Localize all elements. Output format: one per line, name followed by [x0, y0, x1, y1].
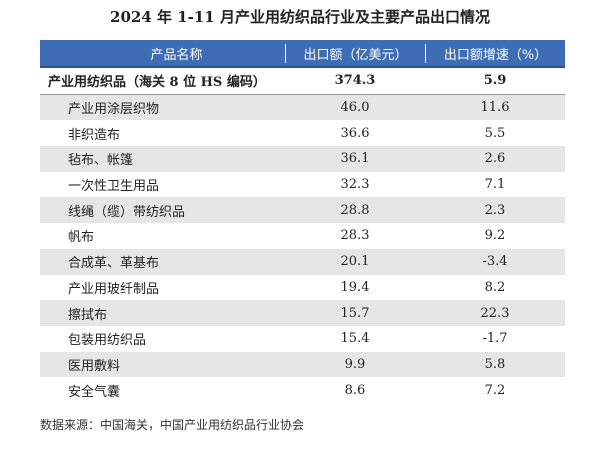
table-row: 帆布 28.3 9.2	[40, 223, 565, 249]
table-cell: 32.3	[340, 177, 370, 193]
table-cell: 帆布	[68, 230, 95, 246]
table-cell: -1.7	[482, 331, 508, 347]
table-cell: 46.0	[340, 100, 370, 116]
table-cell: 产业用涂层织物	[68, 102, 160, 118]
table-row: 合成革、革基布 20.1 -3.4	[40, 248, 565, 275]
column-header: 出口额增速（%）	[425, 43, 565, 63]
table-cell: 8.2	[484, 279, 506, 295]
table-cell: 产业用玻纤制品	[68, 281, 160, 297]
table-cell: 擦拭布	[68, 307, 108, 323]
table-cell: 2.3	[484, 202, 506, 218]
table-cell: 20.1	[340, 254, 370, 270]
table-cell: 一次性卫生用品	[68, 179, 160, 195]
table-cell: 2.6	[484, 151, 506, 167]
table-row: 擦拭布 15.7 22.3	[40, 300, 565, 326]
table-cell: 包装用纺织品	[68, 333, 147, 349]
table-cell: 7.1	[484, 177, 506, 193]
table-cell: 374.3	[334, 73, 376, 89]
table-row: 产业用纺织品（海关 8 位 HS 编码） 374.3 5.9	[40, 68, 565, 95]
table: 产品名称 出口额（亿美元） 出口额增速（%） 产业用纺织品（海关 8 位 HS 编码）…	[40, 40, 565, 403]
table-row: 非织造布 36.6 5.5	[40, 120, 565, 146]
table-cell: 19.4	[340, 279, 370, 295]
title: 2024 年 1-11 月产业用纺织品行业及主要产品出口情况	[110, 8, 490, 26]
table-cell: 15.7	[340, 305, 370, 321]
table-cell: 非织造布	[68, 127, 121, 143]
table-cell: -3.4	[482, 254, 508, 270]
table-row: 产业用玻纤制品 19.4 8.2	[40, 275, 565, 301]
table-row: 产业用涂层织物 46.0 11.6	[40, 94, 565, 121]
header-row: 产品名称 出口额（亿美元） 出口额增速（%）	[40, 40, 565, 68]
table-row: 毡布、帐篷 36.1 2.6	[40, 146, 565, 172]
source-note: 数据来源：中国海关，中国产业用纺织品行业协会	[40, 418, 305, 432]
table-cell: 线绳（缆）带纺织品	[68, 204, 186, 220]
table-cell: 28.8	[340, 202, 370, 218]
table-cell: 毡布、帐篷	[68, 153, 134, 169]
table-cell: 医用敷料	[68, 358, 121, 374]
table-cell: 5.5	[484, 125, 506, 141]
table-row: 线绳（缆）带纺织品 28.8 2.3	[40, 197, 565, 224]
table-row: 包装用纺织品 15.4 -1.7	[40, 326, 565, 352]
table-cell: 安全气囊	[68, 384, 121, 400]
table-cell: 36.1	[340, 151, 370, 167]
table-cell: 8.6	[344, 382, 366, 398]
table-row: 安全气囊 8.6 7.2	[40, 377, 565, 403]
column-header: 产品名称	[150, 47, 203, 63]
column-header: 出口额（亿美元）	[285, 43, 425, 63]
table-cell: 28.3	[340, 228, 370, 244]
table-cell: 产业用纺织品（海关 8 位 HS 编码）	[48, 75, 266, 91]
table-cell: 7.2	[484, 382, 506, 398]
table-cell: 9.2	[484, 228, 506, 244]
table-row: 一次性卫生用品 32.3 7.1	[40, 172, 565, 198]
table-cell: 5.8	[484, 356, 506, 372]
table-cell: 9.9	[344, 356, 366, 372]
table-cell: 15.4	[340, 331, 370, 347]
table-row: 医用敷料 9.9 5.8	[40, 351, 565, 378]
table-cell: 合成革、革基布	[68, 256, 160, 272]
table-cell: 11.6	[480, 100, 510, 116]
table-cell: 5.9	[483, 73, 507, 89]
table-cell: 22.3	[480, 305, 510, 321]
table-cell: 36.6	[340, 125, 370, 141]
